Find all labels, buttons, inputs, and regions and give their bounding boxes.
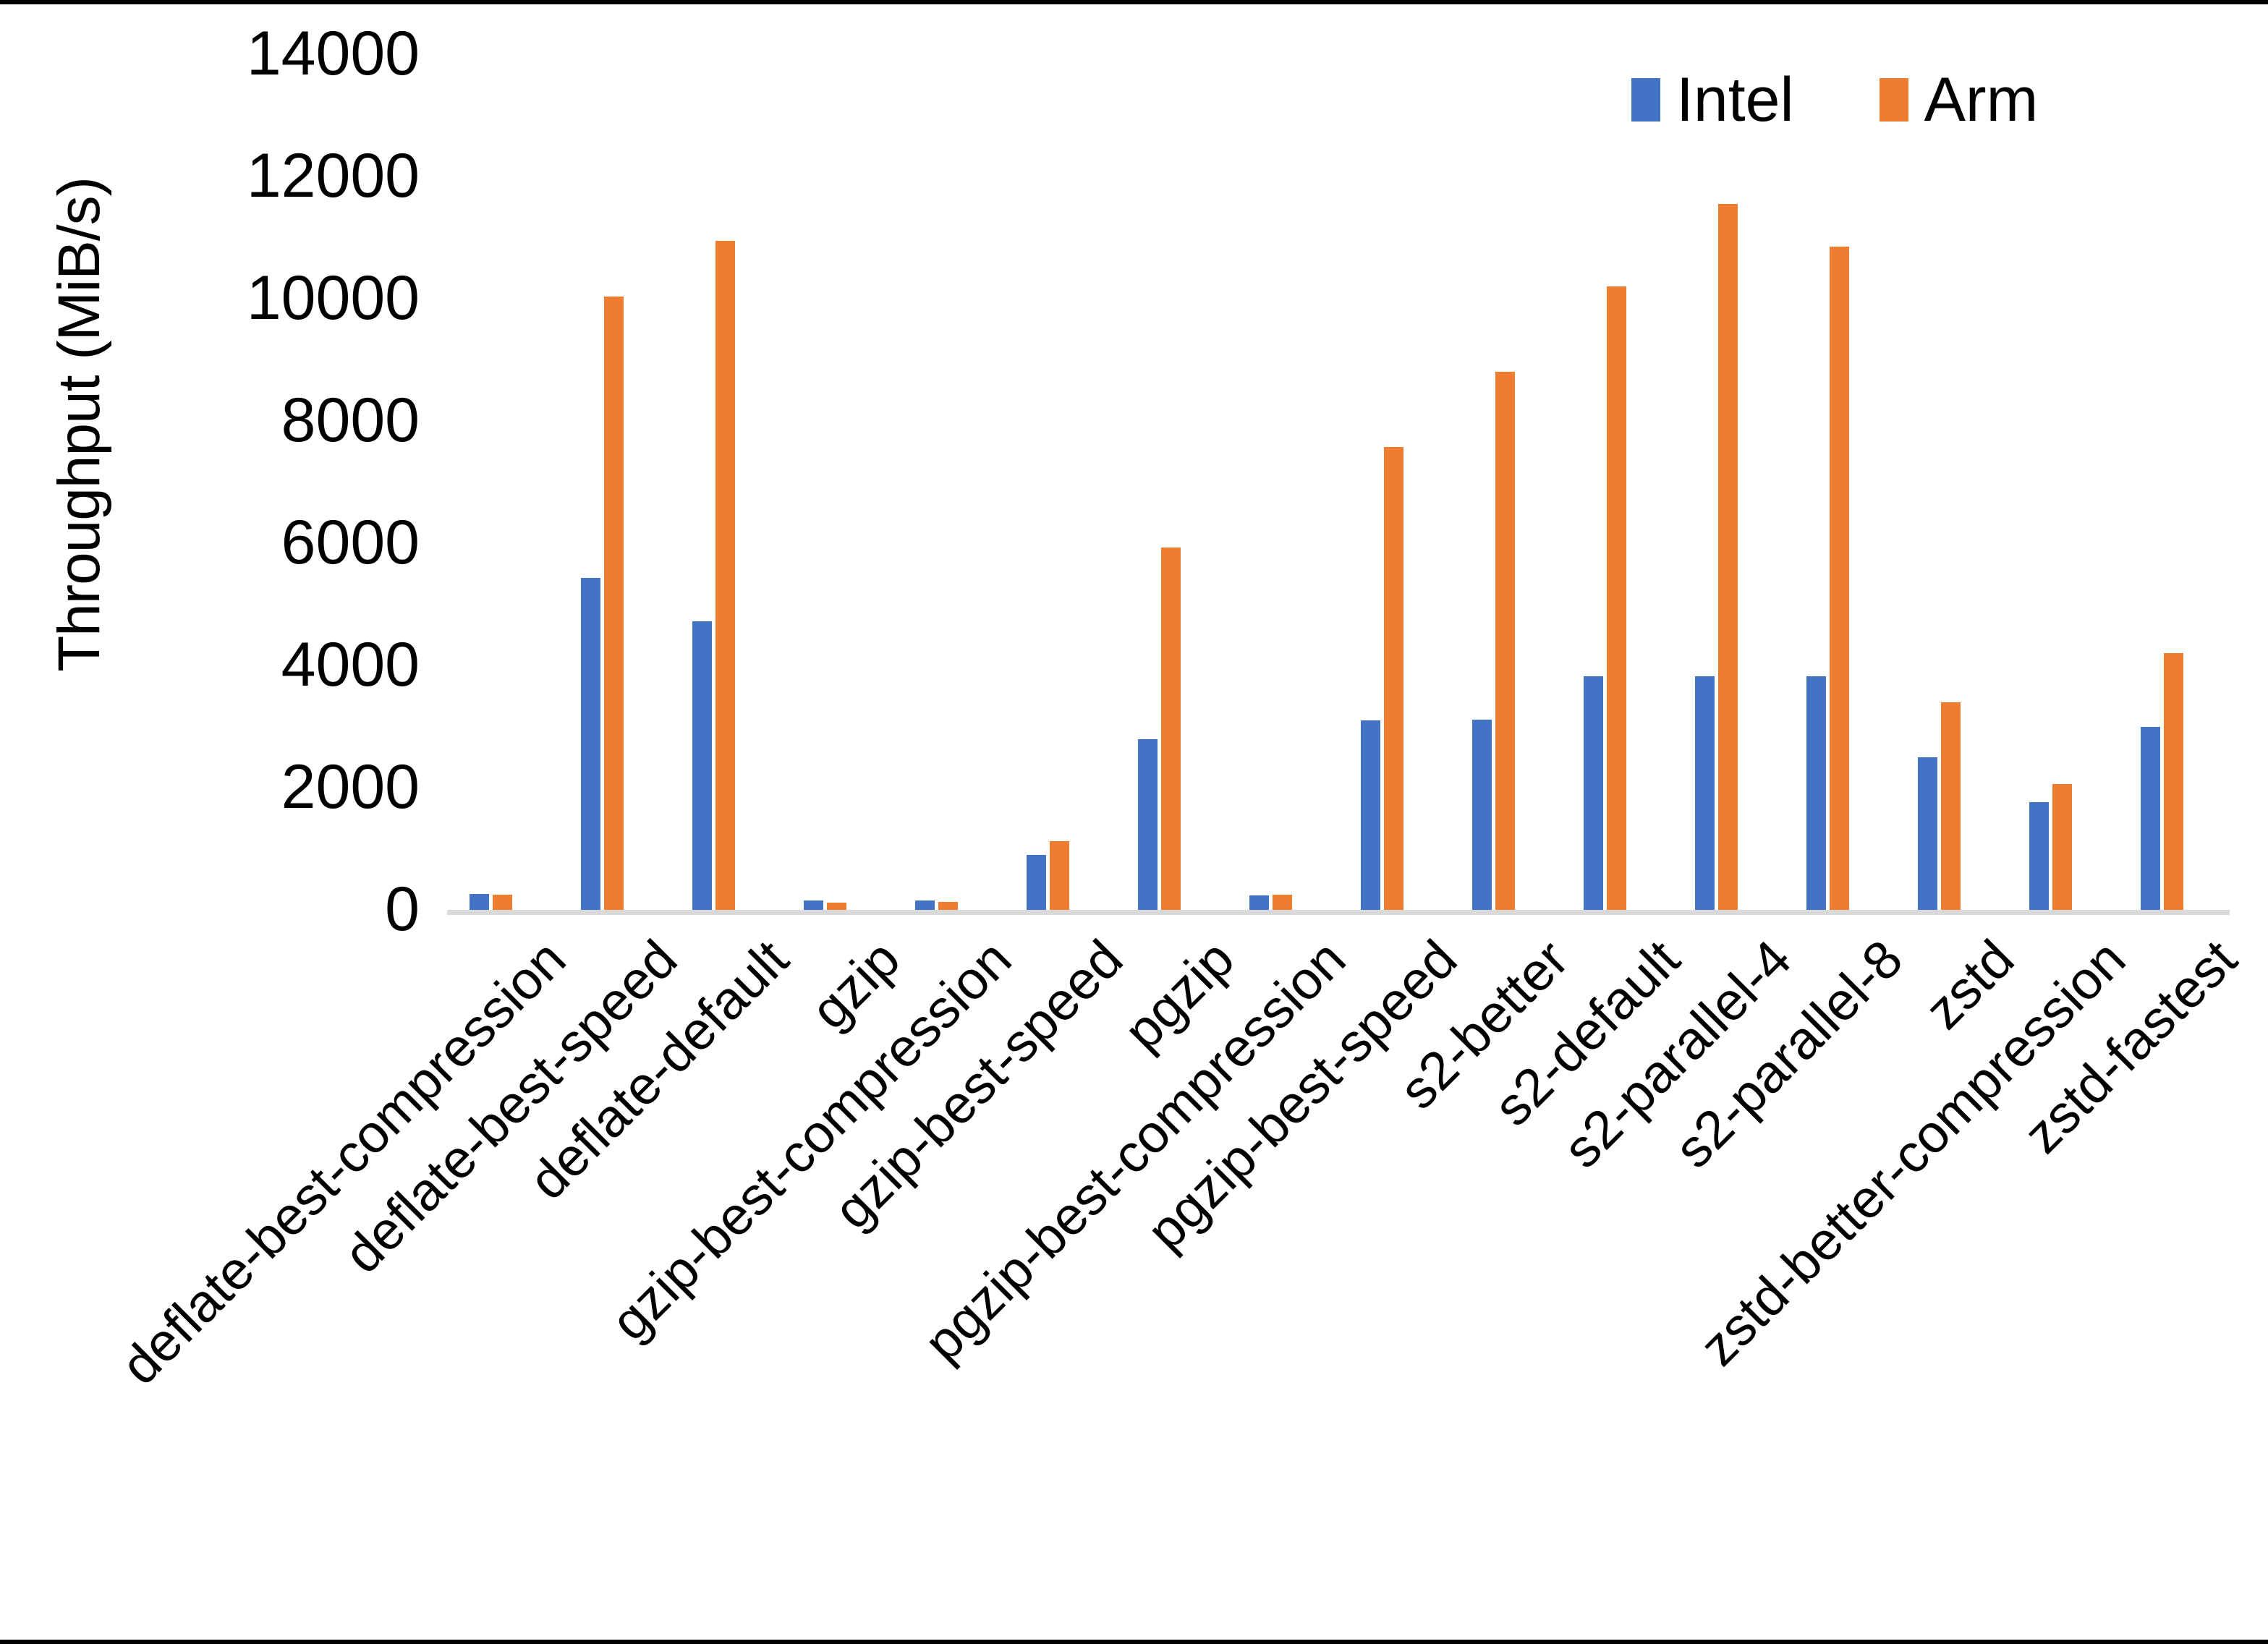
bar-group	[1561, 54, 1673, 910]
bar-arm[interactable]	[1607, 286, 1626, 910]
bar-intel[interactable]	[1138, 739, 1158, 910]
bar-intel[interactable]	[470, 894, 489, 910]
x-axis-line	[447, 910, 2230, 915]
legend-entry-arm[interactable]: Arm	[1879, 65, 2039, 135]
slide-bottom-border	[0, 1640, 2268, 1644]
bar-arm[interactable]	[1495, 372, 1515, 910]
bar-arm[interactable]	[1718, 204, 1738, 910]
bar-group	[781, 54, 893, 910]
y-axis-tick-label: 6000	[281, 508, 420, 577]
bar-group	[2118, 54, 2230, 910]
bar-group	[558, 54, 670, 910]
legend-swatch-icon	[1879, 78, 1908, 122]
bar-intel[interactable]	[692, 621, 712, 910]
bar-intel[interactable]	[1806, 676, 1826, 910]
bar-group	[1338, 54, 1450, 910]
bar-arm[interactable]	[493, 894, 512, 910]
y-axis-tick-label: 4000	[281, 630, 420, 699]
bar-arm[interactable]	[827, 902, 846, 910]
legend-label: Intel	[1676, 65, 1794, 135]
bar-intel[interactable]	[804, 900, 823, 910]
bar-group	[447, 54, 558, 910]
chart-legend: Intel Arm	[1631, 69, 2038, 131]
y-axis-tick-label: 12000	[246, 141, 420, 210]
bar-group	[1116, 54, 1227, 910]
plot-area	[447, 54, 2230, 910]
y-axis-title: Throughput (MiB/s)	[46, 177, 112, 672]
bar-group	[1004, 54, 1116, 910]
bar-group	[2007, 54, 2118, 910]
y-axis-tick-label: 10000	[246, 263, 420, 333]
bar-intel[interactable]	[915, 900, 935, 910]
legend-entry-intel[interactable]: Intel	[1631, 69, 1794, 131]
bar-arm[interactable]	[2164, 653, 2183, 910]
bar-arm[interactable]	[938, 902, 958, 910]
bar-group	[1227, 54, 1338, 910]
y-axis-tick-label: 14000	[246, 19, 420, 88]
bar-intel[interactable]	[1584, 676, 1603, 910]
y-axis-tick-labels: 14000 12000 10000 8000 6000 4000 2000 0	[116, 0, 420, 940]
bar-arm[interactable]	[604, 297, 624, 910]
bar-intel[interactable]	[1918, 757, 1937, 910]
bar-arm[interactable]	[1384, 446, 1403, 910]
bar-intel[interactable]	[1695, 676, 1715, 910]
bar-arm[interactable]	[1941, 702, 1961, 910]
bar-group	[893, 54, 1004, 910]
bar-intel[interactable]	[1249, 895, 1269, 910]
bar-group	[1673, 54, 1784, 910]
y-axis-tick-label: 0	[385, 874, 420, 944]
bar-intel[interactable]	[2141, 727, 2160, 910]
bar-arm[interactable]	[1161, 547, 1181, 910]
bar-intel[interactable]	[2029, 802, 2049, 910]
bar-arm[interactable]	[715, 240, 735, 910]
bar-arm[interactable]	[2052, 783, 2072, 910]
x-axis-tick-labels: deflate-best-compression deflate-best-spe…	[109, 915, 2248, 1508]
legend-label: Arm	[1924, 65, 2039, 135]
bar-intel[interactable]	[581, 578, 600, 910]
bar-group	[1784, 54, 1895, 910]
bar-arm[interactable]	[1050, 840, 1069, 910]
bar-group	[670, 54, 781, 910]
bar-arm[interactable]	[1273, 894, 1292, 910]
y-axis-tick-label: 2000	[281, 752, 420, 822]
bar-intel[interactable]	[1027, 854, 1046, 910]
bar-intel[interactable]	[1472, 720, 1492, 910]
y-axis-tick-label: 8000	[281, 386, 420, 455]
legend-swatch-icon	[1631, 78, 1660, 122]
slide-top-border	[0, 0, 2268, 4]
bar-intel[interactable]	[1361, 720, 1380, 910]
bar-arm[interactable]	[1830, 247, 1849, 910]
bar-group	[1450, 54, 1561, 910]
bar-group	[1895, 54, 2007, 910]
